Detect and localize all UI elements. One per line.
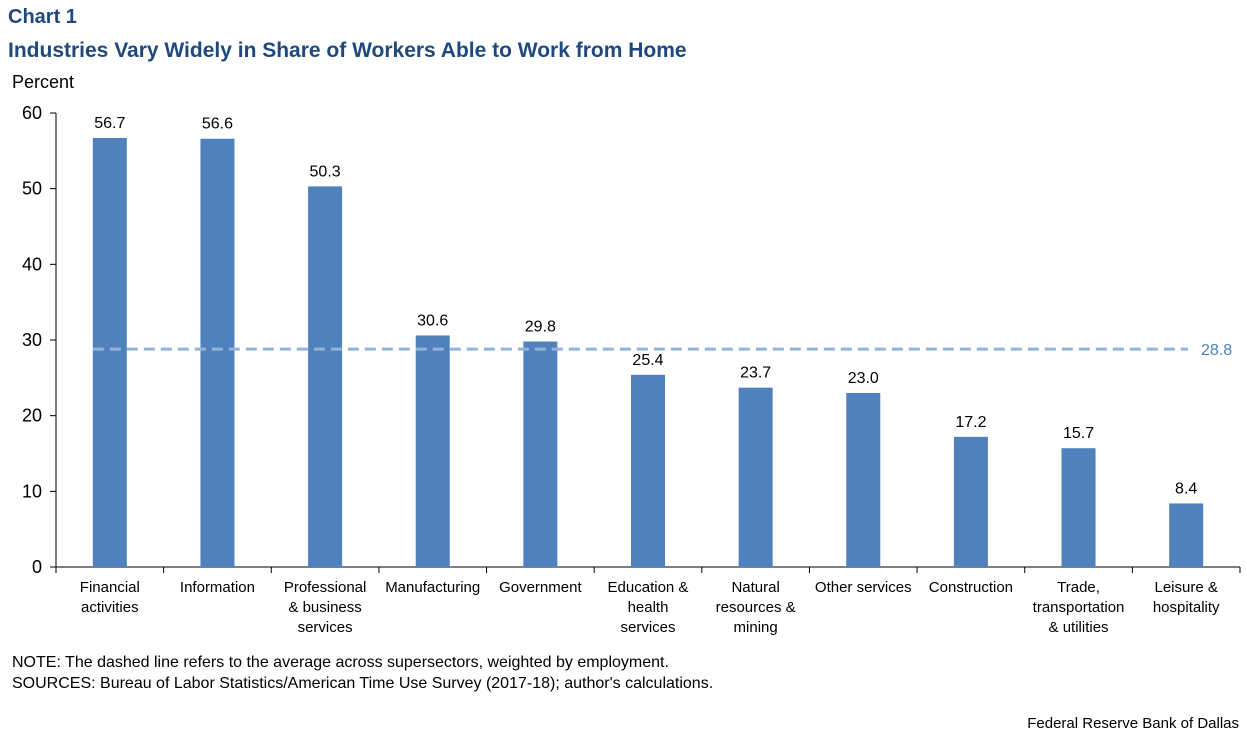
bar [1169,503,1204,567]
chart-label: Chart 1 [8,6,77,28]
x-category-label-line: services [298,619,353,636]
x-category-label: Government [499,579,582,596]
bar [1061,448,1096,567]
x-category-label-line: hospitality [1153,599,1220,616]
x-category-label-line: mining [734,619,778,636]
bar [92,137,127,567]
bar-value-label: 17.2 [955,414,986,431]
x-category-label-line: activities [81,599,139,616]
y-tick-label: 50 [22,179,42,199]
bar [415,335,450,567]
y-tick-label: 40 [22,254,42,274]
x-category-label: Natural resources & mining [716,579,796,636]
sources-text: SOURCES: Bureau of Labor Statistics/Amer… [12,675,714,692]
x-category-label: Construction [929,579,1013,596]
bar [738,387,773,567]
x-category-label-line: health [628,599,669,616]
x-category-label-line: Government [499,579,582,596]
x-category-label-line: Leisure & [1154,579,1217,596]
x-category-label: Information [180,579,255,596]
bar-value-label: 25.4 [632,352,663,369]
x-category-label-line: & utilities [1049,619,1109,636]
note-text: NOTE: The dashed line refers to the aver… [12,654,669,671]
x-category-label: Financial activities [80,579,140,616]
bar-value-label: 8.4 [1175,480,1197,497]
x-category-label-line: Professional [284,579,367,596]
bar-value-label: 56.6 [202,116,233,133]
y-tick-label: 60 [22,103,42,123]
x-category-label: Trade, transportation & utilities [1033,579,1125,636]
bar-value-label: 30.6 [417,312,448,329]
x-category-label-line: Trade, [1057,579,1100,596]
y-tick-label: 0 [32,557,42,577]
chart-title: Industries Vary Widely in Share of Worke… [8,39,687,62]
bar [631,374,665,567]
x-category-label: Other services [815,579,912,596]
x-category-label-line: Information [180,579,255,596]
x-category-label-line: Manufacturing [385,579,480,596]
x-category-label-line: Natural [731,579,779,596]
bar [846,392,881,567]
y-tick-label: 30 [22,330,42,350]
x-category-label-line: & business [288,599,361,616]
x-category-label-line: Financial [80,579,140,596]
bar-value-label: 29.8 [525,319,556,336]
bar-value-label: 50.3 [310,163,341,180]
bar [523,341,558,567]
x-category-label-line: Construction [929,579,1013,596]
footnotes: NOTE: The dashed line refers to the aver… [12,652,713,694]
average-reference-label: 28.8 [1201,342,1232,359]
x-category-label: Manufacturing [385,579,480,596]
bar [308,186,343,567]
bar [200,138,235,567]
y-tick-label: 20 [22,406,42,426]
bar-value-label: 23.7 [740,365,771,382]
x-category-label: Education & health services [608,579,689,636]
x-category-label-line: services [620,619,675,636]
x-category-label-line: transportation [1033,599,1125,616]
bar [953,436,988,567]
x-category-label-line: Education & [608,579,689,596]
x-category-label: Leisure & hospitality [1153,579,1220,616]
x-category-label: Professional & business services [284,579,367,636]
y-axis-label: Percent [12,72,75,92]
credit-text: Federal Reserve Bank of Dallas [1027,715,1239,732]
x-category-label-line: resources & [716,599,796,616]
bar-value-label: 56.7 [94,115,125,132]
y-tick-label: 10 [22,481,42,501]
bar-value-label: 23.0 [848,370,879,387]
x-category-label-line: Other services [815,579,912,596]
bar-value-label: 15.7 [1063,425,1094,442]
